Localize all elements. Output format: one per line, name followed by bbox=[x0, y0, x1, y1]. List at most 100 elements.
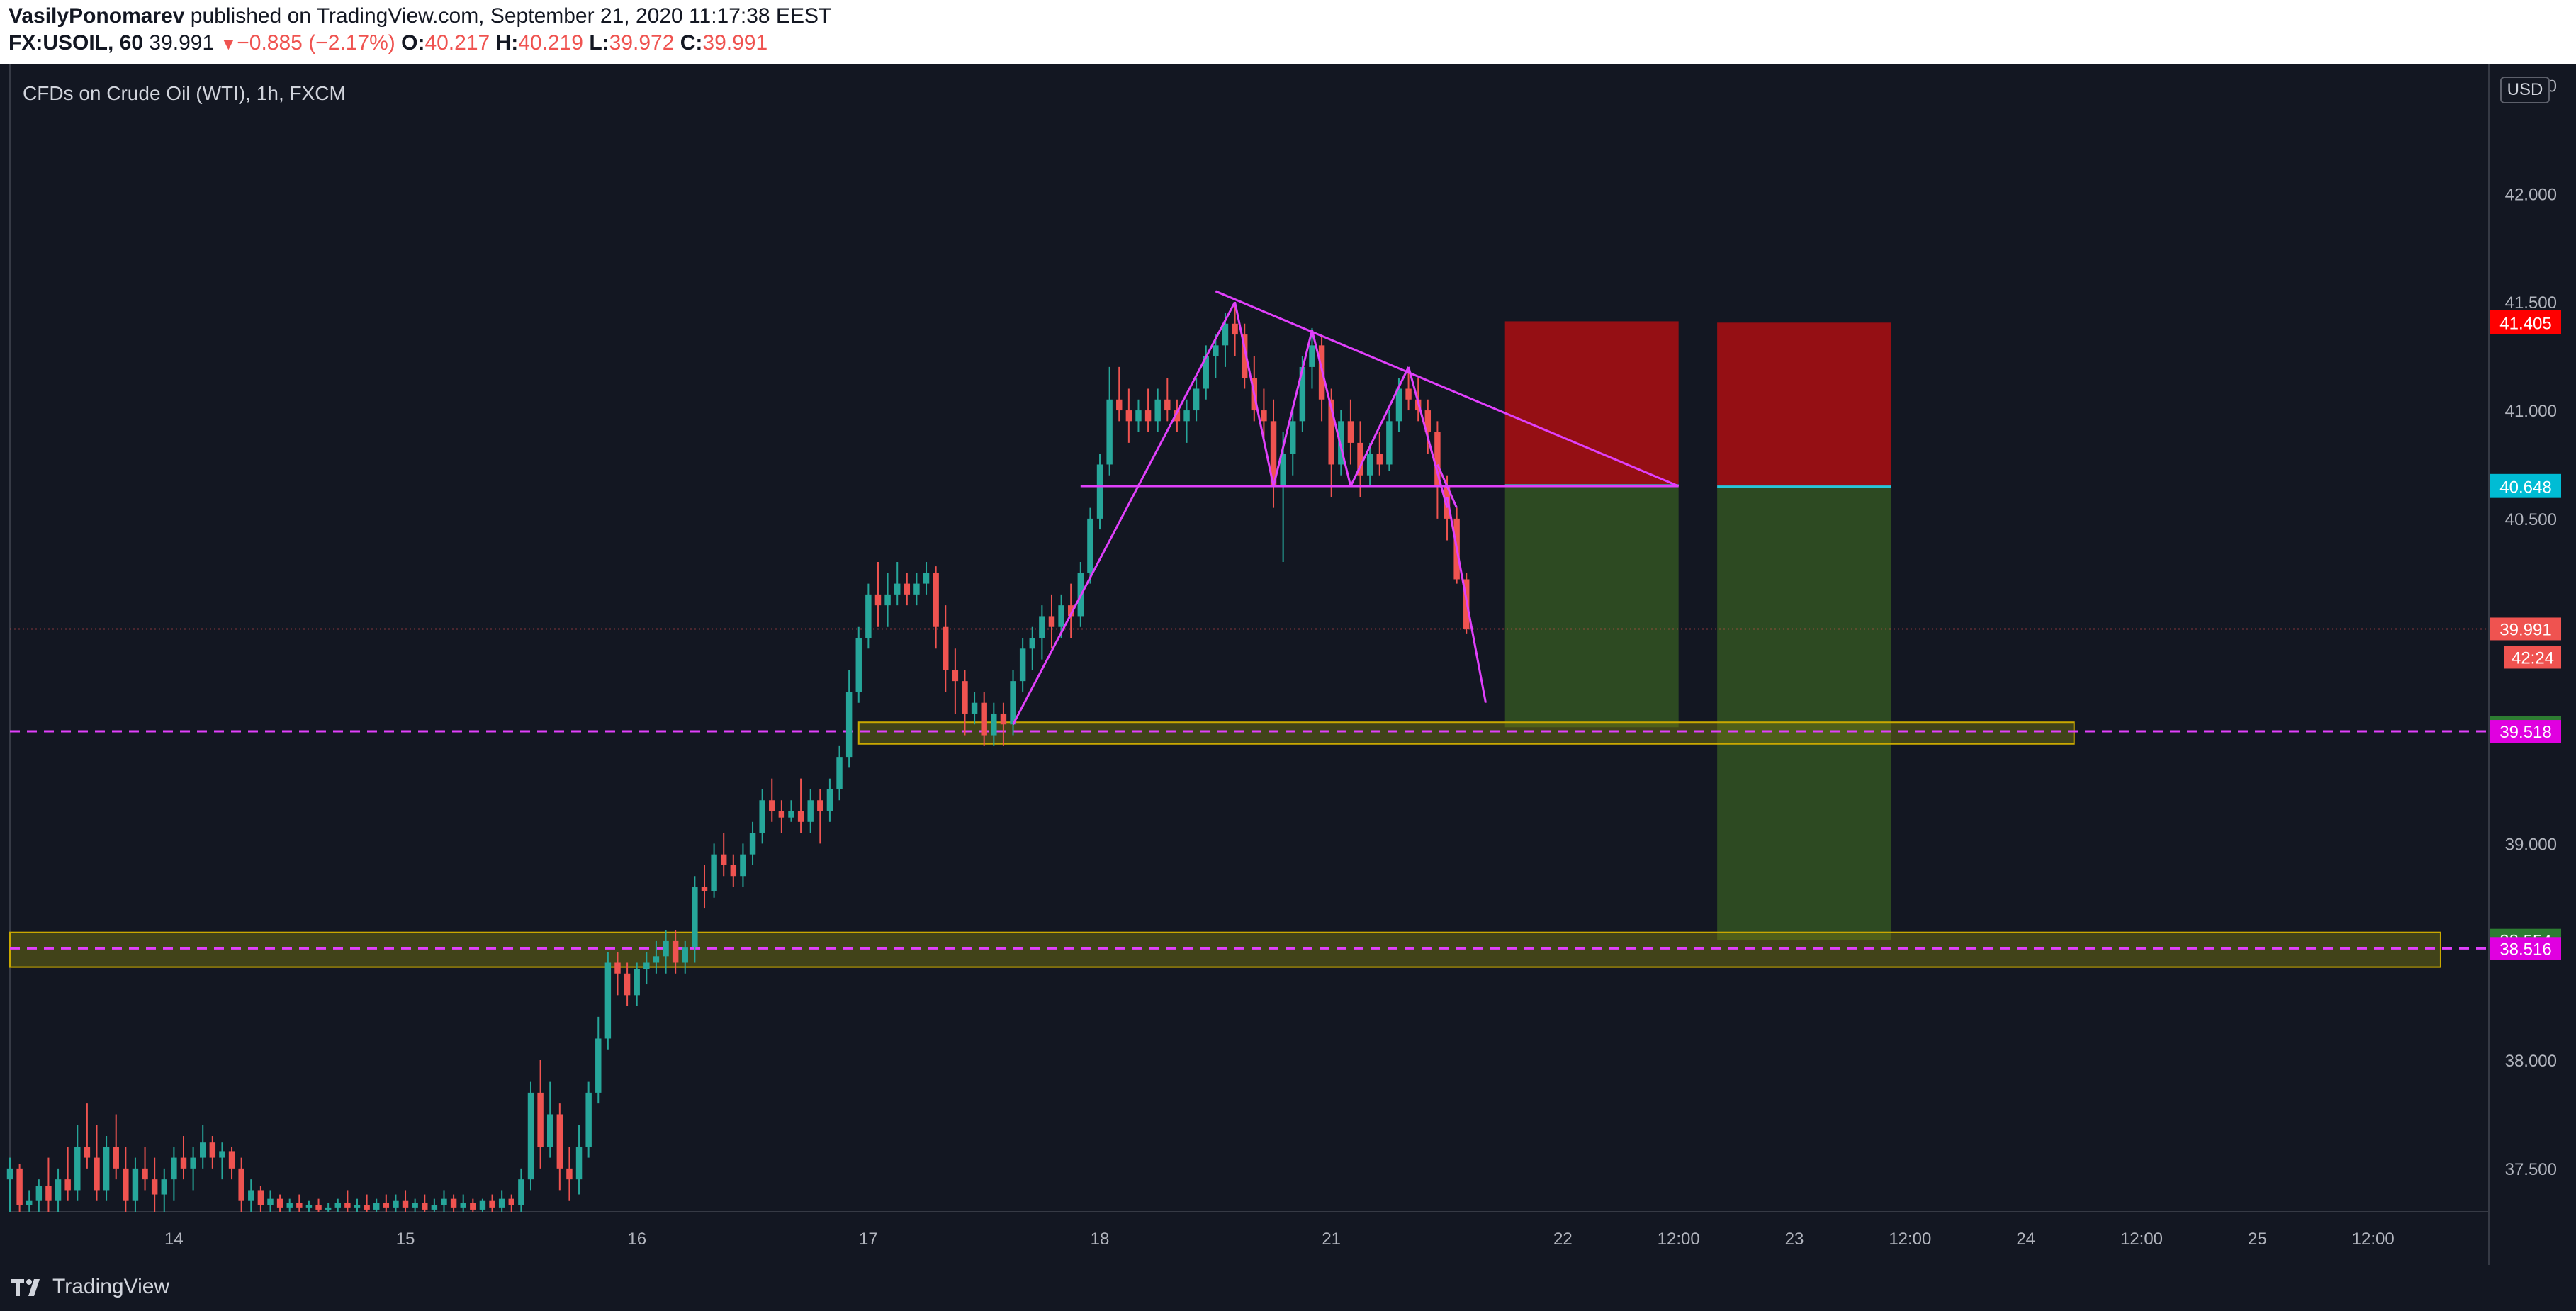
time-axis[interactable]: 14 15 16 17 18 21 22 12:00 23 12:00 24 12:00 25 12:00 bbox=[164, 1230, 2395, 1249]
candle-body bbox=[527, 1092, 534, 1180]
candle-body bbox=[720, 854, 727, 865]
candle-body bbox=[672, 940, 679, 963]
low-label: L: bbox=[589, 31, 609, 55]
candle-body bbox=[904, 583, 911, 595]
candle-body bbox=[393, 1200, 399, 1208]
candle-body bbox=[711, 854, 717, 891]
candle-body bbox=[402, 1200, 409, 1208]
price-tick-label: 37.500 bbox=[2505, 1160, 2557, 1179]
candle-body bbox=[508, 1198, 514, 1205]
candle-body bbox=[171, 1157, 177, 1180]
price-tick-label: 41.000 bbox=[2505, 402, 2557, 421]
grid bbox=[9, 64, 2490, 1265]
candle-body bbox=[836, 757, 843, 789]
candle-body bbox=[1395, 388, 1402, 422]
candle-body bbox=[1434, 432, 1441, 487]
time-tick-label: 16 bbox=[627, 1230, 646, 1249]
candle-body bbox=[1386, 421, 1393, 465]
candle-body bbox=[845, 692, 853, 758]
candle-body bbox=[1096, 464, 1103, 519]
candle-body bbox=[1347, 421, 1354, 443]
candle-body bbox=[1241, 334, 1248, 378]
candle-body bbox=[26, 1200, 33, 1205]
candle-body bbox=[431, 1205, 438, 1210]
price-tick-label: 41.500 bbox=[2505, 293, 2557, 313]
candle-body bbox=[1019, 648, 1026, 682]
candle-body bbox=[1039, 616, 1045, 638]
candle-body bbox=[518, 1179, 524, 1205]
time-tick-label: 12:00 bbox=[2352, 1230, 2395, 1249]
candle-body bbox=[1174, 410, 1181, 422]
candle-body bbox=[778, 811, 785, 818]
candle-body bbox=[1010, 681, 1016, 725]
candle-body bbox=[94, 1157, 100, 1191]
brand-name[interactable]: TradingView bbox=[52, 1275, 170, 1298]
candle-body bbox=[344, 1203, 351, 1208]
candle-body bbox=[364, 1205, 370, 1210]
time-tick-label: 25 bbox=[2248, 1230, 2267, 1249]
price-change: −0.885 (−2.17%) bbox=[237, 31, 395, 55]
candle-body bbox=[566, 1168, 573, 1180]
price-label-box bbox=[2490, 720, 2561, 743]
candle-body bbox=[151, 1179, 158, 1195]
candle-body bbox=[422, 1203, 428, 1210]
candle-body bbox=[74, 1147, 81, 1191]
candle-body bbox=[797, 811, 804, 822]
candle-body bbox=[460, 1203, 466, 1208]
candles bbox=[6, 302, 1470, 1212]
candle-body bbox=[962, 681, 968, 714]
candle-body bbox=[730, 865, 737, 877]
time-tick-label: 23 bbox=[1785, 1230, 1804, 1249]
candle-body bbox=[354, 1205, 361, 1208]
candle-body bbox=[489, 1200, 495, 1208]
candle-body bbox=[826, 789, 833, 811]
candle-body bbox=[1366, 454, 1373, 476]
candle-body bbox=[575, 1147, 583, 1180]
candle-body bbox=[6, 1168, 13, 1180]
candle-body bbox=[1135, 410, 1142, 422]
ohlc-line: FX:USOIL, 60 39.991 ▼−0.885 (−2.17%) O:4… bbox=[9, 31, 767, 55]
publish-info: VasilyPonomarev published on TradingView… bbox=[9, 4, 831, 28]
price-label-text: 40.648 bbox=[2499, 478, 2551, 497]
candle-body bbox=[1144, 410, 1152, 422]
candle-body bbox=[219, 1151, 225, 1158]
low-value: 39.972 bbox=[609, 31, 675, 55]
time-tick-label: 17 bbox=[859, 1230, 878, 1249]
pattern-lines bbox=[1012, 290, 1680, 725]
candle-body bbox=[16, 1168, 23, 1205]
candle-body bbox=[238, 1168, 244, 1201]
candle-body bbox=[334, 1203, 341, 1208]
countdown-box bbox=[2504, 646, 2561, 669]
candle-body bbox=[614, 962, 621, 974]
candle-body bbox=[1164, 399, 1171, 411]
candle-body bbox=[84, 1147, 91, 1158]
candle-body bbox=[305, 1205, 313, 1208]
price-label-text: 38.516 bbox=[2499, 940, 2551, 959]
price-tick-label: 39.000 bbox=[2505, 835, 2557, 854]
time-tick-label: 14 bbox=[164, 1230, 184, 1249]
candle-body bbox=[1328, 399, 1334, 465]
zones bbox=[9, 321, 2489, 968]
candle-body bbox=[1232, 323, 1238, 335]
tradingview-logo-icon[interactable] bbox=[10, 1275, 48, 1299]
price-label-box bbox=[2490, 937, 2561, 960]
candle-body bbox=[933, 573, 939, 627]
time-tick-label: 22 bbox=[1553, 1230, 1573, 1249]
pattern-line bbox=[1311, 330, 1352, 487]
candle-body bbox=[161, 1179, 167, 1195]
candle-body bbox=[248, 1190, 254, 1201]
author-name[interactable]: VasilyPonomarev bbox=[9, 4, 185, 28]
candle-body bbox=[142, 1168, 148, 1180]
price-chart[interactable]: 37.50038.00038.50039.00039.50040.00040.5… bbox=[0, 64, 2576, 1265]
candle-body bbox=[546, 1114, 553, 1147]
candle-body bbox=[1193, 388, 1200, 411]
candle-body bbox=[894, 583, 901, 595]
candle-body bbox=[595, 1038, 602, 1093]
candle-body bbox=[1222, 323, 1229, 346]
currency-badge[interactable]: USD bbox=[2500, 77, 2550, 103]
chart-title: CFDs on Crude Oil (WTI), 1h, FXCM bbox=[23, 82, 346, 104]
candle-body bbox=[1067, 605, 1074, 617]
pattern-line bbox=[1407, 366, 1449, 509]
candle-body bbox=[373, 1203, 380, 1210]
candle-body bbox=[1048, 616, 1055, 627]
